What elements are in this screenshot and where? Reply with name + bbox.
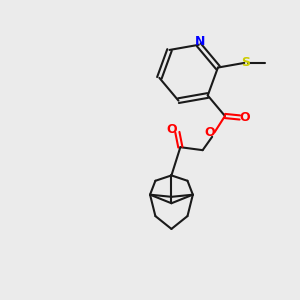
Text: O: O [239, 111, 250, 124]
Text: O: O [205, 126, 215, 140]
Text: O: O [167, 123, 177, 136]
Text: S: S [241, 56, 250, 69]
Text: N: N [195, 35, 206, 48]
